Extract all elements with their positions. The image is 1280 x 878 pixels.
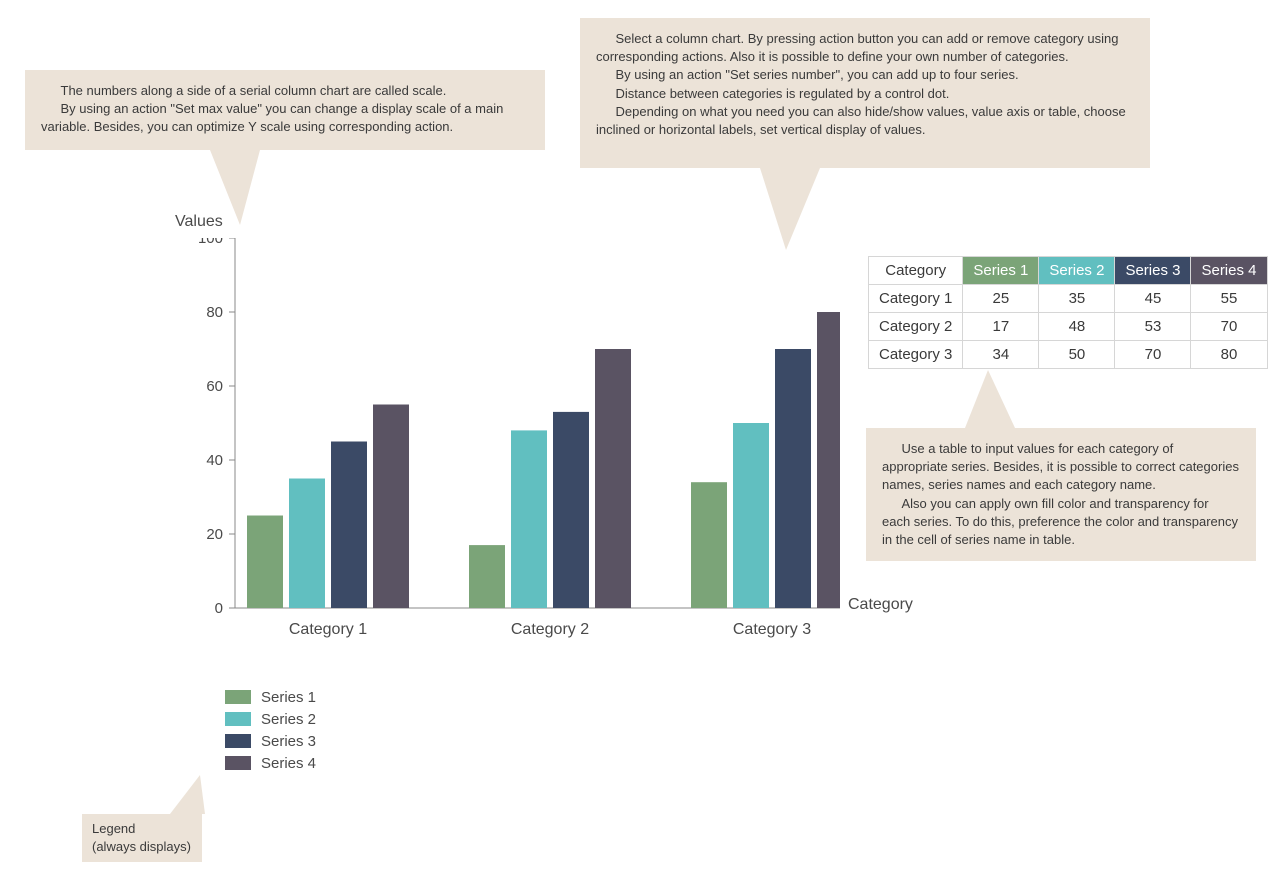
table-header-row: CategorySeries 1Series 2Series 3Series 4: [869, 257, 1268, 285]
chart-legend: Series 1 Series 2 Series 3 Series 4: [225, 686, 316, 774]
callout-text: By using an action "Set series number", …: [596, 66, 1134, 84]
callout-text: Depending on what you need you can also …: [596, 103, 1134, 139]
table-row: Category 334507080: [869, 341, 1268, 369]
legend-item: Series 2: [225, 708, 316, 730]
bar: [373, 405, 409, 609]
callout-text: Select a column chart. By pressing actio…: [596, 30, 1134, 66]
bar: [511, 430, 547, 608]
bar: [733, 423, 769, 608]
callout-options: Select a column chart. By pressing actio…: [580, 18, 1150, 168]
bar: [775, 349, 811, 608]
callout-table-pointer: [965, 370, 1015, 428]
y-tick-label: 100: [198, 238, 223, 247]
callout-text: Legend: [92, 820, 192, 838]
category-label: Category 3: [733, 621, 811, 638]
table-header-series: Series 3: [1115, 257, 1191, 285]
legend-item: Series 3: [225, 730, 316, 752]
y-tick-label: 40: [206, 452, 223, 469]
callout-legend: Legend(always displays): [82, 814, 202, 862]
y-tick-label: 0: [215, 600, 223, 617]
table-cell-value: 17: [963, 313, 1039, 341]
callout-table: Use a table to input values for each cat…: [866, 428, 1256, 561]
table-cell-value: 34: [963, 341, 1039, 369]
table-cell-category: Category 1: [869, 285, 963, 313]
bar: [691, 482, 727, 608]
bar: [247, 516, 283, 609]
legend-label: Series 4: [261, 755, 316, 772]
table-row: Category 125354555: [869, 285, 1268, 313]
bar: [289, 479, 325, 609]
table-cell-category: Category 2: [869, 313, 963, 341]
bar: [817, 312, 840, 608]
table-header-series: Series 4: [1191, 257, 1267, 285]
table-header-category: Category: [869, 257, 963, 285]
y-tick-label: 60: [206, 378, 223, 395]
callout-text: By using an action "Set max value" you c…: [41, 100, 529, 136]
callout-text: (always displays): [92, 838, 192, 856]
table-cell-category: Category 3: [869, 341, 963, 369]
legend-label: Series 1: [261, 689, 316, 706]
table-row: Category 217485370: [869, 313, 1268, 341]
legend-label: Series 3: [261, 733, 316, 750]
bar: [553, 412, 589, 608]
bar: [595, 349, 631, 608]
table-cell-value: 25: [963, 285, 1039, 313]
bar: [469, 545, 505, 608]
table-cell-value: 53: [1115, 313, 1191, 341]
column-chart: Values Category 020406080100Category 1Ca…: [180, 218, 880, 658]
table-cell-value: 80: [1191, 341, 1267, 369]
legend-swatch: [225, 756, 251, 770]
x-axis-title: Category: [848, 596, 913, 614]
chart-plot-area: 0 20 40 60 80 100 Category 1 Category 2 Category…: [180, 238, 840, 648]
category-label: Category 1: [289, 621, 367, 638]
table-cell-value: 70: [1115, 341, 1191, 369]
y-axis-title: Values: [175, 213, 223, 231]
table-cell-value: 35: [1039, 285, 1115, 313]
category-label: Category 2: [511, 621, 589, 638]
table-header-series: Series 2: [1039, 257, 1115, 285]
bar: [331, 442, 367, 609]
legend-swatch: [225, 712, 251, 726]
legend-swatch: [225, 690, 251, 704]
callout-scale: The numbers along a side of a serial col…: [25, 70, 545, 150]
chart-data-table: CategorySeries 1Series 2Series 3Series 4…: [868, 256, 1268, 369]
table-cell-value: 48: [1039, 313, 1115, 341]
y-tick-label: 20: [206, 526, 223, 543]
legend-label: Series 2: [261, 711, 316, 728]
table-cell-value: 45: [1115, 285, 1191, 313]
table-header-series: Series 1: [963, 257, 1039, 285]
callout-text: Use a table to input values for each cat…: [882, 440, 1240, 495]
callout-text: The numbers along a side of a serial col…: [41, 82, 529, 100]
table-cell-value: 55: [1191, 285, 1267, 313]
callout-text: Distance between categories is regulated…: [596, 85, 1134, 103]
table-cell-value: 70: [1191, 313, 1267, 341]
y-tick-label: 80: [206, 304, 223, 321]
legend-swatch: [225, 734, 251, 748]
legend-item: Series 4: [225, 752, 316, 774]
table-cell-value: 50: [1039, 341, 1115, 369]
legend-item: Series 1: [225, 686, 316, 708]
callout-legend-pointer: [170, 775, 205, 814]
callout-text: Also you can apply own fill color and tr…: [882, 495, 1240, 550]
